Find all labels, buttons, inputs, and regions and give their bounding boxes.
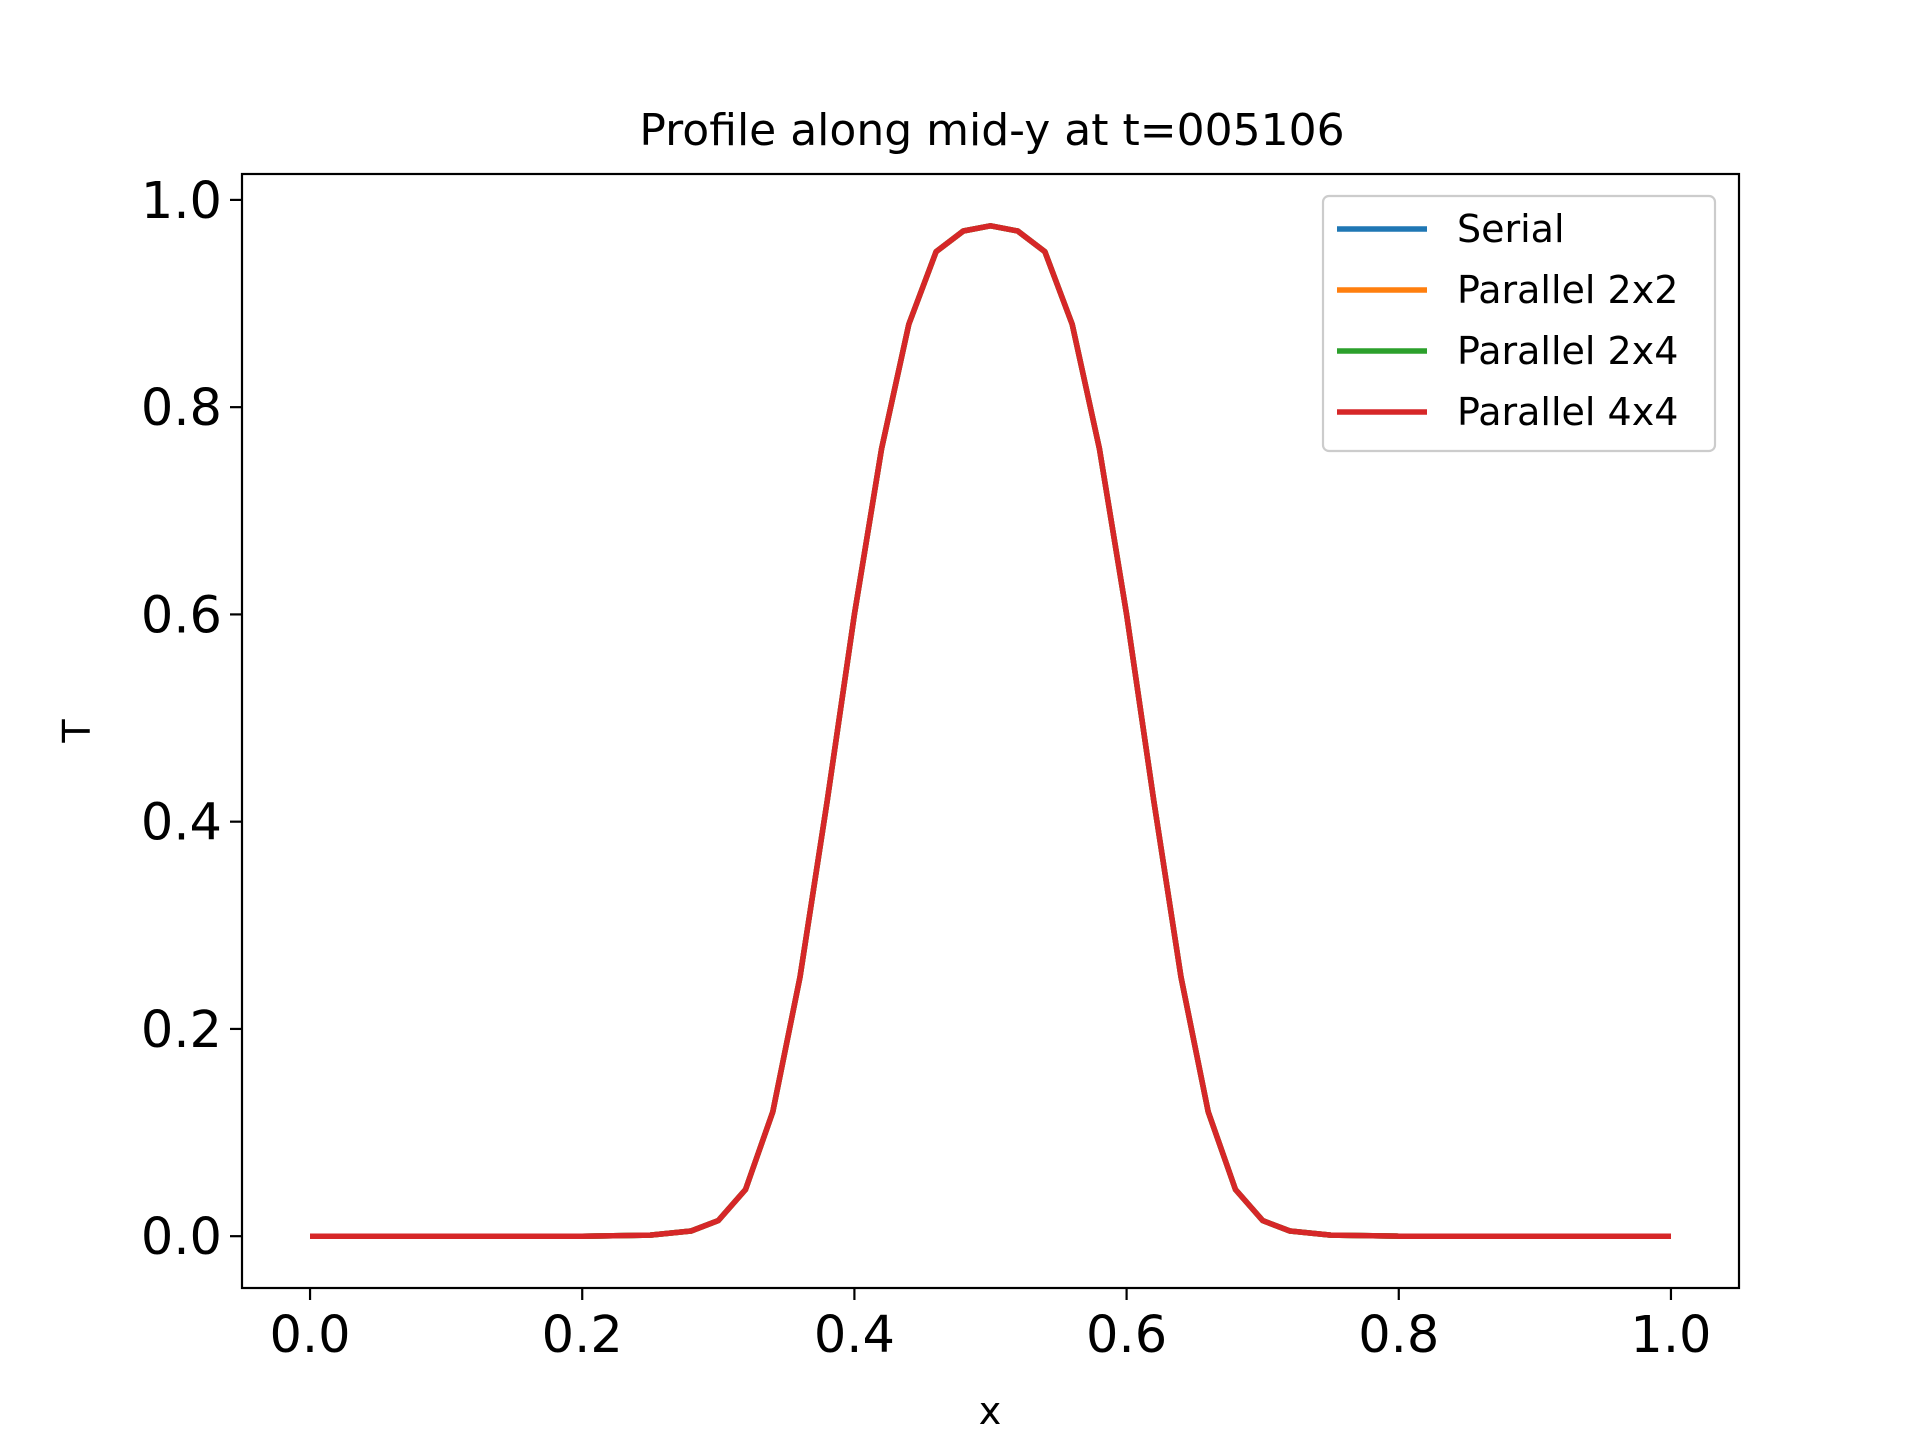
series-lines xyxy=(310,223,1671,1239)
legend-label: Parallel 2x4 xyxy=(1457,329,1678,373)
y-tick-label: 0.2 xyxy=(141,1001,222,1060)
y-tick-label: 0.8 xyxy=(141,379,222,438)
x-axis-label: x xyxy=(979,1389,1002,1433)
x-tick-label: 0.6 xyxy=(1086,1306,1167,1365)
x-axis: 0.0 0.2 0.4 0.6 0.8 1.0 xyxy=(269,1288,1712,1365)
y-tick-label: 1.0 xyxy=(141,172,222,231)
x-tick-label: 1.0 xyxy=(1630,1306,1711,1365)
x-tick-label: 0.4 xyxy=(814,1306,895,1365)
y-axis-label: T xyxy=(55,719,99,744)
x-tick-label: 0.0 xyxy=(269,1306,350,1365)
legend-frame xyxy=(1321,194,1717,453)
y-tick-label: 0.0 xyxy=(141,1208,222,1267)
x-tick-label: 0.8 xyxy=(1358,1306,1439,1365)
legend-label: Parallel 4x4 xyxy=(1457,390,1678,434)
chart-title: Profile along mid-y at t=005106 xyxy=(639,105,1344,156)
legend-label: Serial xyxy=(1457,207,1565,251)
y-tick-label: 0.6 xyxy=(141,586,222,645)
legend-label: Parallel 2x2 xyxy=(1457,268,1678,312)
x-tick-label: 0.2 xyxy=(542,1306,623,1365)
series-line-parallel-4x4 xyxy=(310,223,1671,1239)
y-tick-label: 0.4 xyxy=(141,794,222,853)
plot-area-frame xyxy=(240,172,1741,1290)
y-axis: 0.0 0.2 0.4 0.6 0.8 1.0 xyxy=(141,172,242,1267)
legend: Serial Parallel 2x2 Parallel 2x4 Parallel 4… xyxy=(1321,194,1717,453)
